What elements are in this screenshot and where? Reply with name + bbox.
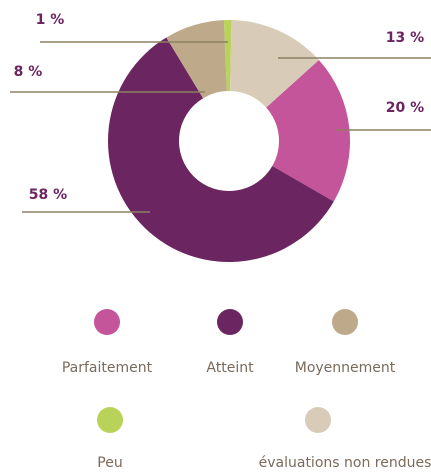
donut-slice — [107, 37, 334, 263]
legend-swatch — [305, 407, 331, 433]
legend-swatch — [217, 309, 243, 335]
legend-label: Atteint — [206, 360, 254, 376]
value-label: 8 % — [14, 64, 43, 80]
value-label: 13 % — [386, 30, 424, 46]
legend-label: évaluations non rendues — [259, 455, 431, 471]
donut-slice — [223, 20, 232, 92]
legend-label: Peu — [97, 455, 122, 471]
legend-swatch — [94, 309, 120, 335]
value-label: 20 % — [386, 100, 424, 116]
legend-label: Moyennement — [295, 360, 396, 376]
legend-label: Parfaitement — [62, 360, 153, 376]
value-label: 58 % — [29, 187, 67, 203]
value-label: 1 % — [36, 12, 65, 28]
donut-slice — [230, 20, 319, 108]
legend-swatch — [97, 407, 123, 433]
donut-slice — [266, 60, 350, 202]
legend-swatch — [332, 309, 358, 335]
donut-slice — [166, 20, 227, 99]
